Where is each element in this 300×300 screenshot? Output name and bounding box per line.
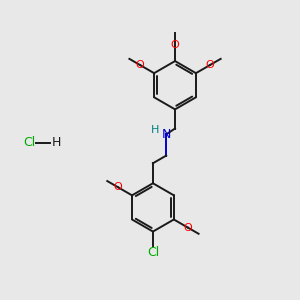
Text: O: O <box>136 60 145 70</box>
Text: O: O <box>114 182 122 192</box>
Text: O: O <box>206 60 214 70</box>
Text: H: H <box>52 136 62 149</box>
Text: N: N <box>161 128 171 141</box>
Text: O: O <box>171 40 179 50</box>
Text: Cl: Cl <box>147 246 159 259</box>
Text: O: O <box>184 223 192 232</box>
Text: Cl: Cl <box>23 136 36 149</box>
Text: H: H <box>151 125 159 135</box>
